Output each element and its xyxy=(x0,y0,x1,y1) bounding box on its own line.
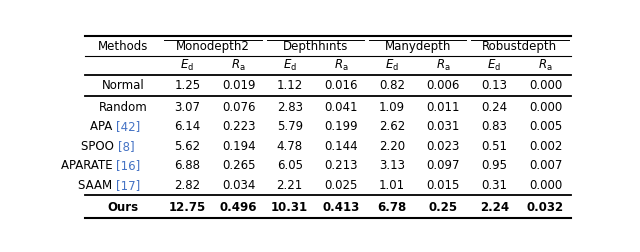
Text: SAAM: SAAM xyxy=(78,179,116,192)
Text: 0.002: 0.002 xyxy=(529,140,562,153)
Text: 0.83: 0.83 xyxy=(481,120,508,133)
Text: 0.31: 0.31 xyxy=(481,179,508,192)
Text: 1.09: 1.09 xyxy=(379,101,405,114)
Text: 10.31: 10.31 xyxy=(271,201,308,214)
Text: 0.015: 0.015 xyxy=(426,179,460,192)
Text: $R_\mathrm{a}$: $R_\mathrm{a}$ xyxy=(333,58,348,73)
Text: 0.213: 0.213 xyxy=(324,159,358,172)
Text: 3.13: 3.13 xyxy=(379,159,405,172)
Text: 0.413: 0.413 xyxy=(322,201,360,214)
Text: $E_\mathrm{d}$: $E_\mathrm{d}$ xyxy=(283,58,297,73)
Text: 0.223: 0.223 xyxy=(222,120,255,133)
Text: 6.78: 6.78 xyxy=(378,201,406,214)
Text: Ours: Ours xyxy=(108,201,139,214)
Text: $E_\mathrm{d}$: $E_\mathrm{d}$ xyxy=(180,58,195,73)
Text: [17]: [17] xyxy=(116,179,141,192)
Text: Random: Random xyxy=(99,101,148,114)
Text: 0.076: 0.076 xyxy=(222,101,255,114)
Text: 0.24: 0.24 xyxy=(481,101,508,114)
Text: SPOO: SPOO xyxy=(81,140,118,153)
Text: [16]: [16] xyxy=(116,159,141,172)
Text: 6.05: 6.05 xyxy=(276,159,303,172)
Text: 1.01: 1.01 xyxy=(379,179,405,192)
Text: 0.025: 0.025 xyxy=(324,179,358,192)
Text: 2.24: 2.24 xyxy=(480,201,509,214)
Text: 0.82: 0.82 xyxy=(379,79,405,92)
Text: APARATE: APARATE xyxy=(61,159,116,172)
Text: 2.20: 2.20 xyxy=(379,140,405,153)
Text: 0.51: 0.51 xyxy=(481,140,508,153)
Text: 1.12: 1.12 xyxy=(276,79,303,92)
Text: 0.199: 0.199 xyxy=(324,120,358,133)
Text: 0.034: 0.034 xyxy=(222,179,255,192)
Text: 0.019: 0.019 xyxy=(222,79,255,92)
Text: 0.95: 0.95 xyxy=(481,159,508,172)
Text: 6.14: 6.14 xyxy=(174,120,200,133)
Text: 3.07: 3.07 xyxy=(175,101,200,114)
Text: [42]: [42] xyxy=(116,120,141,133)
Text: [8]: [8] xyxy=(118,140,134,153)
Text: 0.031: 0.031 xyxy=(426,120,460,133)
Text: 0.011: 0.011 xyxy=(426,101,460,114)
Text: 0.023: 0.023 xyxy=(426,140,460,153)
Text: 0.25: 0.25 xyxy=(429,201,458,214)
Text: $R_\mathrm{a}$: $R_\mathrm{a}$ xyxy=(538,58,553,73)
Text: 6.88: 6.88 xyxy=(175,159,200,172)
Text: 0.000: 0.000 xyxy=(529,101,562,114)
Text: 2.21: 2.21 xyxy=(276,179,303,192)
Text: 0.000: 0.000 xyxy=(529,179,562,192)
Text: 5.79: 5.79 xyxy=(276,120,303,133)
Text: Normal: Normal xyxy=(102,79,145,92)
Text: 0.041: 0.041 xyxy=(324,101,358,114)
Text: $E_\mathrm{d}$: $E_\mathrm{d}$ xyxy=(487,58,501,73)
Text: 0.144: 0.144 xyxy=(324,140,358,153)
Text: 0.097: 0.097 xyxy=(426,159,460,172)
Text: $E_\mathrm{d}$: $E_\mathrm{d}$ xyxy=(385,58,399,73)
Text: 0.13: 0.13 xyxy=(481,79,508,92)
Text: 0.000: 0.000 xyxy=(529,79,562,92)
Text: 0.194: 0.194 xyxy=(221,140,255,153)
Text: 0.007: 0.007 xyxy=(529,159,562,172)
Text: Methods: Methods xyxy=(98,40,148,53)
Text: Manydepth: Manydepth xyxy=(385,40,451,53)
Text: APA: APA xyxy=(90,120,116,133)
Text: 2.83: 2.83 xyxy=(276,101,303,114)
Text: 1.25: 1.25 xyxy=(174,79,200,92)
Text: 0.006: 0.006 xyxy=(426,79,460,92)
Text: Depthhints: Depthhints xyxy=(283,40,348,53)
Text: $R_\mathrm{a}$: $R_\mathrm{a}$ xyxy=(436,58,451,73)
Text: 5.62: 5.62 xyxy=(174,140,200,153)
Text: Monodepth2: Monodepth2 xyxy=(176,40,250,53)
Text: 0.032: 0.032 xyxy=(527,201,564,214)
Text: 0.496: 0.496 xyxy=(220,201,257,214)
Text: 0.265: 0.265 xyxy=(222,159,255,172)
Text: 2.82: 2.82 xyxy=(174,179,200,192)
Text: 12.75: 12.75 xyxy=(169,201,206,214)
Text: 4.78: 4.78 xyxy=(276,140,303,153)
Text: 0.016: 0.016 xyxy=(324,79,358,92)
Text: 0.005: 0.005 xyxy=(529,120,562,133)
Text: 2.62: 2.62 xyxy=(379,120,405,133)
Text: $R_\mathrm{a}$: $R_\mathrm{a}$ xyxy=(231,58,246,73)
Text: Robustdepth: Robustdepth xyxy=(483,40,557,53)
